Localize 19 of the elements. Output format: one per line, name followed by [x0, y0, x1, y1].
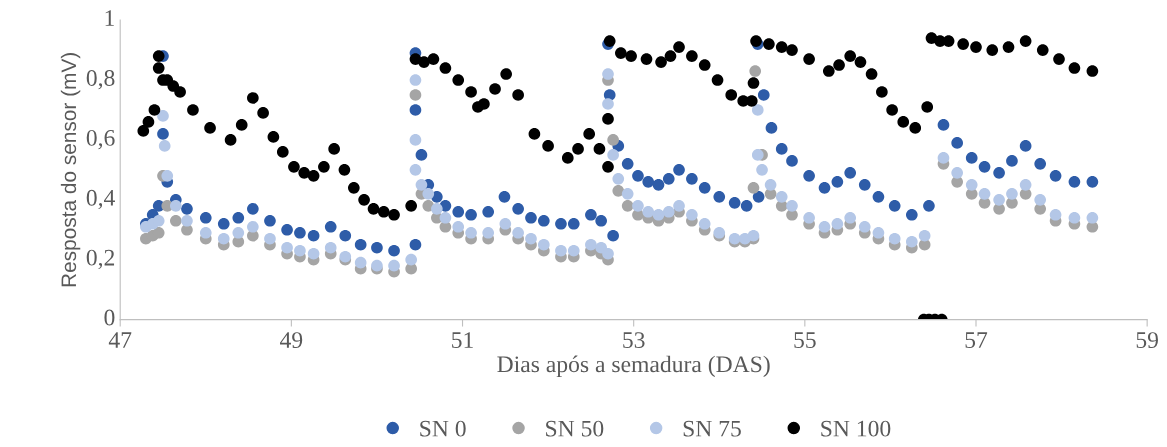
x-axis-title: Dias após a semadura (DAS) — [497, 355, 770, 378]
y-tick-label: 0 — [104, 309, 115, 326]
legend-label: SN 75 — [683, 420, 741, 437]
x-tick-label: 51 — [452, 332, 473, 349]
y-tick-label: 0,2 — [86, 249, 115, 270]
x-tick-label: 47 — [108, 332, 132, 348]
y-axis-title: Resposta do sensor (mV) — [60, 53, 81, 287]
y-tick-label: 0,8 — [86, 69, 115, 90]
x-tick-label: 49 — [280, 332, 303, 349]
x-tick-label: 53 — [623, 332, 645, 349]
y-tick-label: 0,6 — [86, 129, 115, 150]
x-tick-label: 59 — [1136, 332, 1158, 349]
x-tick-label: 55 — [794, 332, 816, 349]
y-tick-label: 0,4 — [86, 189, 115, 210]
legend-label: SN 50 — [546, 420, 604, 437]
y-tick-label: 1 — [105, 10, 114, 26]
legend-label: SN 100 — [821, 420, 891, 437]
x-tick-label: 57 — [965, 332, 988, 349]
legend-label: SN 0 — [420, 420, 466, 437]
